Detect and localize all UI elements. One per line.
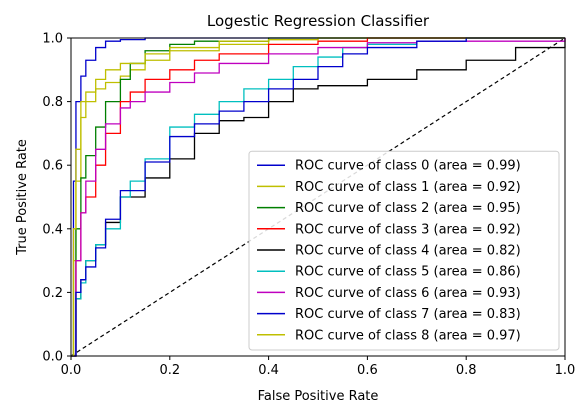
roc-curve-class-8 bbox=[71, 37, 565, 357]
legend-label: ROC curve of class 0 (area = 0.99) bbox=[295, 159, 521, 174]
ticks-layer: 0.0 0.2 0.4 0.6 0.8 1.0 0.0 0.2 0.4 0.6 0.8 1.0 bbox=[42, 32, 575, 379]
legend-label: ROC curve of class 5 (area = 0.86) bbox=[295, 265, 521, 280]
x-tick-label: 0.4 bbox=[258, 363, 279, 378]
legend: ROC curve of class 0 (area = 0.99) ROC cu… bbox=[248, 150, 560, 351]
x-tick-label: 0.2 bbox=[159, 363, 180, 378]
y-tick-label: 0.4 bbox=[42, 222, 63, 237]
x-axis-label: False Positive Rate bbox=[258, 389, 379, 404]
chart-title: Logestic Regression Classifier bbox=[207, 12, 430, 30]
legend-label: ROC curve of class 2 (area = 0.95) bbox=[295, 201, 521, 216]
y-tick-label: 0.2 bbox=[42, 286, 63, 301]
legend-label: ROC curve of class 6 (area = 0.93) bbox=[295, 286, 521, 301]
roc-curve-class-1 bbox=[71, 37, 565, 357]
y-tick-label: 1.0 bbox=[42, 32, 63, 47]
legend-label: ROC curve of class 8 (area = 0.97) bbox=[295, 328, 521, 343]
legend-label: ROC curve of class 1 (area = 0.92) bbox=[295, 180, 521, 195]
x-tick-label: 0.8 bbox=[456, 363, 477, 378]
x-tick-label: 1.0 bbox=[555, 363, 576, 378]
series-layer bbox=[71, 37, 566, 357]
legend-label: ROC curve of class 4 (area = 0.82) bbox=[295, 244, 521, 259]
x-tick-label: 0.6 bbox=[357, 363, 378, 378]
y-tick-label: 0.0 bbox=[42, 350, 63, 365]
roc-curve-class-7 bbox=[71, 37, 565, 357]
y-tick-label: 0.6 bbox=[42, 159, 63, 174]
y-tick-label: 0.8 bbox=[42, 95, 63, 110]
y-axis-label: True Positive Rate bbox=[15, 139, 30, 256]
legend-label: ROC curve of class 7 (area = 0.83) bbox=[295, 307, 521, 322]
plot-frame bbox=[70, 37, 566, 357]
x-tick-label: 0.0 bbox=[61, 363, 82, 378]
roc-curve-class-6 bbox=[71, 38, 566, 357]
legend-box bbox=[248, 150, 560, 351]
legend-label: ROC curve of class 3 (area = 0.92) bbox=[295, 222, 521, 237]
